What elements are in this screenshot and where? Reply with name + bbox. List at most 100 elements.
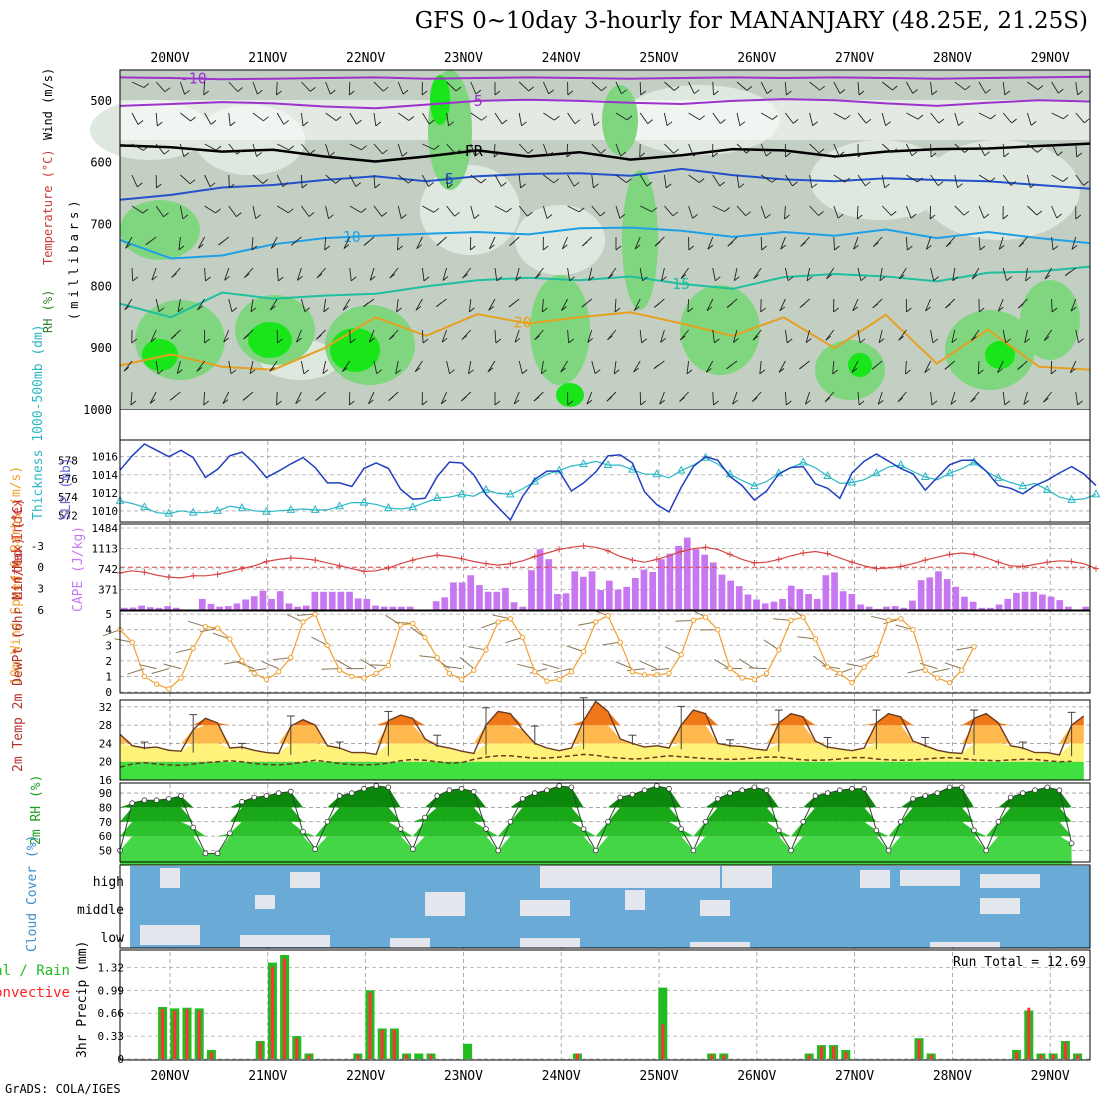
wind-barb-flag	[929, 214, 936, 220]
wind-barb	[446, 81, 457, 92]
wind-barb	[269, 298, 278, 311]
lifted-point	[824, 550, 831, 557]
wind-barb	[349, 112, 357, 125]
wind-barb	[301, 81, 311, 92]
wind-barb	[296, 329, 302, 343]
wind-barb-flag	[389, 273, 396, 279]
rh-saturated-region	[556, 383, 584, 407]
lifted-point	[922, 557, 929, 564]
ylabel-wind10: 10m Wind Speed & Barbs (m/s)	[9, 466, 24, 685]
wind-barb	[335, 659, 353, 670]
wind-barb	[567, 174, 575, 187]
thickness-point	[920, 471, 930, 480]
wind-barb-flag	[515, 276, 522, 281]
wind-barb	[1027, 81, 1039, 90]
wind-barb	[488, 298, 496, 311]
lifted-point	[361, 568, 367, 575]
wind-barb-flag	[1056, 213, 1062, 219]
wind-speed-point	[556, 676, 562, 683]
wind-barb-flag	[322, 369, 329, 375]
wind-speed-point	[507, 616, 514, 622]
wind-barb-flag	[171, 273, 177, 278]
wind-barb	[760, 81, 768, 94]
wind-barb-flag	[877, 400, 884, 405]
wind-barb	[349, 205, 362, 213]
wind-barb-flag	[787, 276, 794, 282]
wind-barb-flag	[295, 399, 301, 405]
wind-barb-flag	[342, 305, 349, 311]
day-label-top: 25NOV	[639, 51, 678, 66]
precip-convective-bar	[1015, 1052, 1019, 1059]
temp-band	[120, 701, 1084, 726]
wind-barb	[856, 205, 859, 220]
wind-barb-flag	[1063, 114, 1069, 120]
wind-barb	[753, 267, 762, 279]
day-label-bottom: 24NOV	[542, 1069, 581, 1084]
wind-barb-flag	[1043, 336, 1050, 341]
wind-barb-flag	[382, 149, 388, 155]
cape-bar	[744, 594, 752, 610]
rh-light-region	[920, 140, 1080, 240]
wind-barb	[349, 174, 357, 187]
wind-tick: 1	[105, 670, 112, 683]
cloud-cover-block	[520, 938, 580, 948]
wind-barb	[857, 329, 861, 343]
wind-barb	[712, 112, 721, 124]
rh-point	[556, 783, 562, 789]
wind-barb-flag	[375, 121, 382, 127]
wind-barb-flag	[646, 181, 653, 187]
wind-barb-flag	[1002, 214, 1009, 220]
thickness-point	[603, 460, 613, 469]
wind-barb-flag	[878, 338, 885, 343]
wind-barb	[784, 81, 787, 96]
wind-barb-flag	[639, 152, 645, 158]
wind-speed-point	[263, 676, 270, 683]
lifted-point	[336, 562, 343, 569]
wind-barb-flag	[157, 369, 164, 375]
rh-saturated-region	[430, 75, 450, 125]
wind-barb	[1051, 205, 1058, 219]
wind-speed-point	[776, 647, 782, 653]
wind-barb-flag	[567, 400, 574, 406]
thickness-point	[286, 504, 296, 513]
precip-tick: 0.66	[98, 1007, 125, 1020]
wind-speed-point	[385, 662, 392, 669]
rh-point	[385, 784, 392, 791]
wind-barb	[203, 81, 206, 96]
wind-speed-point	[885, 617, 892, 623]
wind-barb-flag	[521, 121, 527, 127]
wind-barb	[102, 629, 121, 637]
wind-barb-flag	[514, 337, 521, 343]
wind-barb-flag	[844, 114, 851, 120]
wind-barb-flag	[818, 148, 825, 154]
wind-speed-point	[654, 672, 660, 678]
wind-barb	[179, 205, 184, 219]
cape-bar	[216, 606, 223, 610]
wind-barb-flag	[733, 338, 739, 343]
wind-barb	[325, 174, 336, 184]
wind-barb	[224, 660, 243, 665]
wind-barb	[924, 360, 932, 373]
wind-barb-flag	[1083, 181, 1089, 186]
wind-barb-flag	[441, 399, 447, 405]
wind-barb	[373, 205, 383, 217]
wind-barb	[311, 636, 328, 646]
wind-barb	[397, 112, 410, 121]
wind-barb-flag	[315, 396, 322, 401]
precip-convective-bar	[807, 1054, 811, 1059]
wind-barb-flag	[481, 115, 487, 121]
wind-barb	[778, 360, 786, 373]
wind-barb-flag	[582, 241, 588, 247]
cloud-cover-block	[255, 895, 275, 909]
cape-bar	[250, 596, 258, 610]
wind-speed-point	[471, 667, 477, 673]
rh-point	[605, 818, 611, 825]
cloud-level-low: low	[101, 931, 125, 946]
wind-speed-point	[410, 620, 416, 627]
wind-barb	[325, 81, 331, 95]
day-label-bottom: 26NOV	[737, 1069, 776, 1084]
wind-tick: 2	[105, 655, 112, 668]
rh-point	[446, 787, 453, 793]
wind-barb	[252, 81, 258, 95]
wind-barb-flag	[1077, 400, 1083, 406]
